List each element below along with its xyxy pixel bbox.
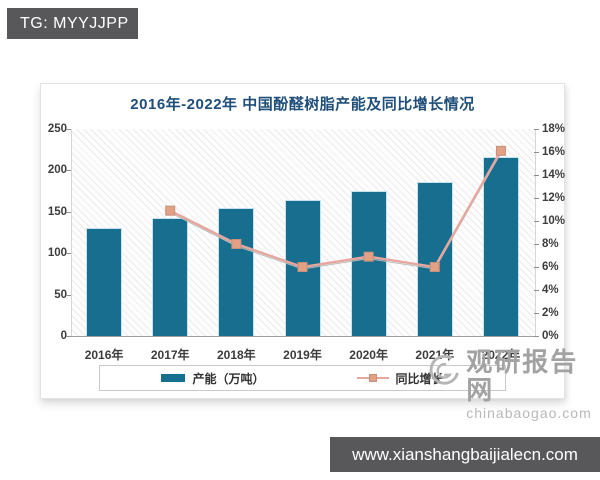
y-axis-right-tick-label: 4% [542,284,559,296]
growth-line-marker [429,262,440,272]
url-banner: www.xianshangbaijialecn.com [330,437,600,472]
legend-entry-growth: 同比增长 [356,370,444,387]
y-axis-right-tick-mark [534,175,539,176]
y-axis-left-tick-label: 150 [47,205,67,218]
bar-series-swatch [161,374,186,382]
y-axis-right-tick-mark [534,152,539,153]
x-axis-category-label: 2020年 [349,348,388,362]
capacity-bar [350,191,387,336]
y-axis-right-tick-label: 8% [542,238,559,250]
x-axis-category-label: 2017年 [150,348,190,362]
y-axis-right-tick-mark [534,198,539,199]
y-axis-right-tick-mark [534,313,539,314]
capacity-bar [152,217,189,336]
capacity-bar [416,181,453,336]
y-axis-right-tick-label: 6% [542,261,559,273]
capacity-bar [86,228,123,336]
capacity-bar [284,200,321,336]
y-axis-right-tick-label: 12% [542,192,566,204]
y-axis-right-tick-mark [534,267,539,268]
growth-line-marker [363,251,374,262]
chart-title: 2016年-2022年 中国酚醛树脂产能及同比增长情况 [130,96,475,113]
y-axis-right-tick-mark [534,129,539,130]
growth-line-shadow [169,152,502,270]
legend-label-growth: 同比增长 [395,371,444,386]
legend-entry-capacity: 产能（万吨） [161,370,265,387]
url-banner-label: www.xianshangbaijialecn.com [352,444,578,464]
growth-line-marker [495,145,506,156]
growth-line-marker [231,239,242,249]
legend-label-capacity: 产能（万吨） [192,371,265,386]
y-axis-left-tick-mark [66,129,71,130]
y-axis-left-tick-mark [66,170,71,172]
y-axis-left-tick-label: 250 [47,123,67,135]
line-series-swatch [356,373,389,383]
y-axis-left-tick-mark [66,294,71,296]
y-axis-left-tick-label: 50 [54,288,67,301]
y-axis-right-tick-label: 16% [542,146,566,158]
y-axis-left-tick-mark [66,253,71,255]
legend: 产能（万吨） 同比增长 [99,365,506,391]
capacity-bar [218,207,255,336]
y-axis-right-tick-label: 0% [542,330,559,342]
y-axis-left-tick-mark [66,211,71,213]
x-axis-category-label: 2021年 [415,348,455,362]
y-axis-right-tick-label: 2% [542,307,559,319]
y-axis-right-tick-mark [534,336,539,337]
y-axis-right-tick-mark [534,221,539,222]
growth-line-marker [297,262,308,272]
x-axis-category-label: 2016年 [84,348,124,362]
line-swatch-marker [368,374,377,382]
y-axis-left-tick-mark [66,336,71,337]
y-axis-right-tick-mark [534,290,539,291]
capacity-bar [482,157,519,336]
y-axis-right-tick-mark [534,244,539,245]
y-axis-left-tick-label: 100 [47,247,67,260]
y-axis-right-tick-label: 18% [542,123,566,135]
y-axis-left-tick-label: 0 [60,330,67,342]
chart-figure: 2016年-2022年 中国酚醛树脂产能及同比增长情况 产能（万吨） 同比增长 … [40,83,565,399]
x-axis-line [71,336,535,337]
tg-badge: TG: MYYJJPP [7,8,138,39]
x-axis-category-label: 2019年 [283,348,322,362]
growth-line [169,150,502,269]
x-axis-category-label: 2022年 [481,348,521,362]
watermark-domain: chinabaogao.com [466,405,592,421]
y-axis-left-tick-label: 200 [47,164,67,177]
y-axis-right-tick-label: 14% [542,169,566,181]
growth-line-marker [165,205,176,216]
tg-badge-label: TG: MYYJJPP [20,14,129,32]
y-axis-right-tick-label: 10% [542,215,566,227]
x-axis-category-label: 2018年 [216,348,256,362]
growth-line-chart [165,145,506,272]
